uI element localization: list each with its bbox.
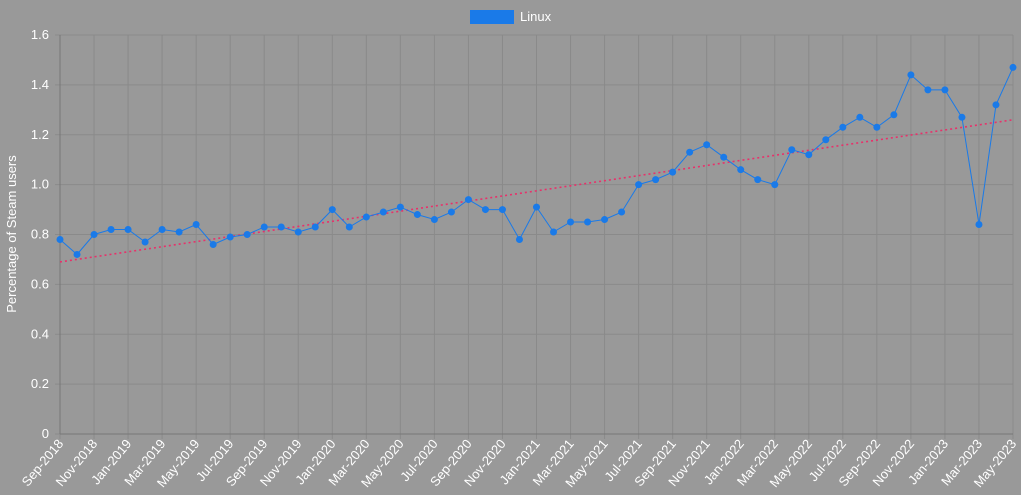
legend-swatch — [470, 10, 514, 24]
data-point — [907, 71, 915, 79]
data-point — [192, 221, 200, 229]
data-point — [584, 218, 592, 226]
y-tick-label: 1.6 — [31, 27, 49, 42]
y-tick-label: 0.8 — [31, 227, 49, 242]
data-point — [805, 151, 813, 159]
data-point — [90, 231, 98, 238]
legend[interactable]: Linux — [470, 9, 552, 24]
data-point — [294, 228, 302, 236]
trendline-layer — [59, 118, 1014, 263]
data-point — [567, 218, 575, 226]
data-point — [601, 216, 609, 224]
data-point — [822, 136, 830, 144]
data-point — [328, 206, 336, 214]
x-axis-ticks: Sep-2018Nov-2018Jan-2019Mar-2019May-2019… — [19, 436, 1020, 490]
data-point — [873, 123, 881, 131]
grid — [55, 34, 1014, 439]
data-point — [481, 206, 489, 214]
data-point — [243, 231, 251, 238]
data-point — [669, 168, 677, 176]
y-tick-label: 1.2 — [31, 127, 49, 142]
data-point — [175, 228, 183, 236]
data-point — [1009, 63, 1017, 71]
data-point — [635, 181, 643, 189]
data-point — [311, 223, 319, 231]
data-point — [515, 235, 523, 243]
y-axis-title: Percentage of Steam users — [4, 155, 19, 313]
data-point — [107, 226, 115, 234]
data-point — [839, 123, 847, 131]
data-point — [975, 221, 983, 229]
data-point — [464, 196, 472, 204]
data-point — [362, 213, 370, 221]
data-point — [345, 223, 353, 231]
y-tick-label: 0.4 — [31, 326, 49, 341]
y-tick-label: 0 — [42, 426, 49, 441]
data-point — [686, 148, 694, 156]
data-point — [413, 211, 421, 219]
data-point — [158, 226, 166, 234]
data-point — [924, 86, 932, 94]
data-point — [941, 86, 949, 94]
data-point — [226, 233, 234, 241]
data-point — [430, 216, 438, 224]
data-point — [141, 238, 149, 246]
data-point — [498, 206, 506, 214]
data-point — [618, 208, 626, 216]
data-point — [652, 176, 660, 184]
data-point — [396, 203, 404, 211]
y-tick-label: 1.4 — [31, 77, 49, 92]
data-point — [788, 146, 796, 154]
data-point — [550, 228, 558, 236]
trendline — [59, 118, 1014, 263]
y-tick-label: 0.2 — [31, 376, 49, 391]
data-point — [379, 208, 387, 216]
data-point — [992, 101, 1000, 109]
legend-label: Linux — [520, 9, 552, 24]
data-point — [890, 111, 898, 119]
data-point — [754, 176, 762, 184]
data-point — [771, 181, 779, 189]
y-axis-ticks: 0 0.2 0.4 0.6 0.8 1.0 1.2 1.4 1.6 — [31, 27, 49, 441]
axes — [59, 35, 1013, 435]
data-point — [720, 153, 728, 161]
data-point — [856, 113, 864, 121]
y-tick-label: 0.6 — [31, 276, 49, 291]
data-point — [209, 240, 217, 248]
data-point — [703, 141, 711, 149]
data-point — [958, 113, 966, 121]
series-layer — [56, 63, 1017, 258]
data-point — [73, 250, 81, 258]
data-point — [277, 223, 285, 231]
data-point — [56, 235, 64, 243]
data-point — [737, 166, 745, 174]
data-point — [124, 226, 132, 234]
data-point — [533, 203, 540, 211]
data-point — [260, 223, 268, 231]
data-point — [447, 208, 455, 216]
y-tick-label: 1.0 — [31, 177, 49, 192]
